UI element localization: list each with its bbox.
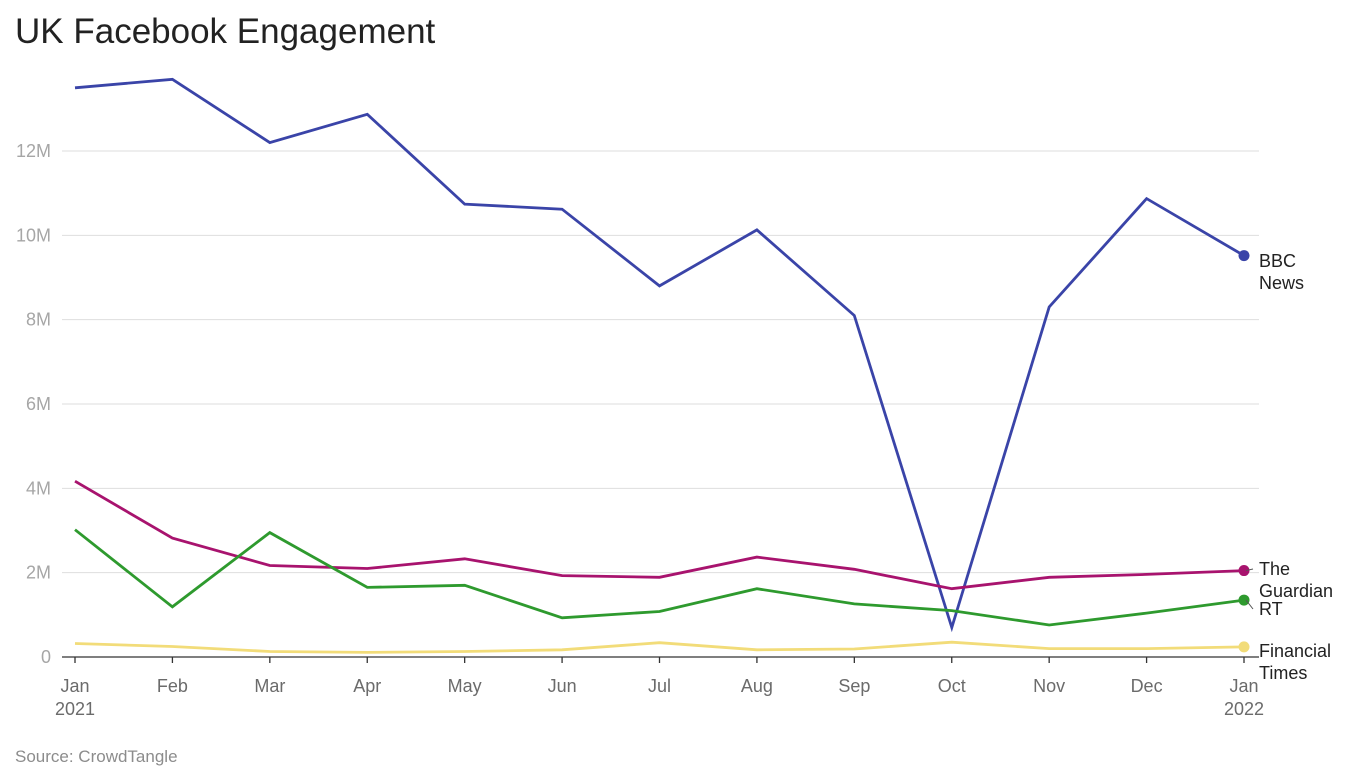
x-tick-label-line: Jun <box>548 676 577 696</box>
x-tick-label: Jan 2021 <box>55 676 95 719</box>
x-tick-label-line: Jan <box>60 676 89 696</box>
series-label-line: Financial <box>1259 641 1331 661</box>
x-tick-label-line: Oct <box>938 676 966 696</box>
label-leader-line <box>1245 599 1254 610</box>
x-tick-label-line: Nov <box>1033 676 1065 696</box>
series-label-line: BBC <box>1259 251 1296 271</box>
series-label-line: RT <box>1259 599 1283 619</box>
y-tick-label: 6M <box>26 394 51 414</box>
x-tick-label: Oct <box>938 676 966 696</box>
x-tick-label: Jun <box>548 676 577 696</box>
series-label-financial-times: Financial Times <box>1259 641 1331 683</box>
y-axis-ticks: 0 2M 4M 6M 8M 10M 12M <box>16 141 51 667</box>
x-tick-label-line: May <box>448 676 482 696</box>
y-tick-label: 2M <box>26 563 51 583</box>
series-lines <box>74 77 1250 654</box>
series-label-rt: RT <box>1259 599 1283 619</box>
y-tick-label: 10M <box>16 225 51 245</box>
y-tick-label: 0 <box>41 647 51 667</box>
x-axis: Jan 2021 Feb Mar Apr May Jun Jul Aug Sep Oct Nov Dec… <box>55 656 1264 719</box>
x-tick-label-line: Sep <box>838 676 870 696</box>
x-tick-label-line: Aug <box>741 676 773 696</box>
source-note: Source: CrowdTangle <box>15 747 178 766</box>
x-tick-label: Nov <box>1033 676 1065 696</box>
x-tick-label: Aug <box>741 676 773 696</box>
x-tick-label-line: 2021 <box>55 699 95 719</box>
series-label-line: News <box>1259 273 1304 293</box>
x-tick-label: Feb <box>157 676 188 696</box>
y-tick-label: 12M <box>16 141 51 161</box>
x-tick-label-line: Mar <box>254 676 285 696</box>
x-tick-label-line: Apr <box>353 676 381 696</box>
x-tick-label: Dec <box>1131 676 1163 696</box>
series-end-marker-bbc-news <box>1238 250 1250 262</box>
x-tick-label-line: Jan <box>1229 676 1258 696</box>
x-tick-label: Jan 2022 <box>1224 676 1264 719</box>
x-tick-label: May <box>448 676 482 696</box>
y-tick-label: 8M <box>26 310 51 330</box>
x-tick-label: Apr <box>353 676 381 696</box>
x-tick-label: Jul <box>648 676 671 696</box>
gridlines <box>62 150 1259 574</box>
x-tick-label-line: Feb <box>157 676 188 696</box>
series-line-bbc-news <box>74 77 1245 633</box>
series-label-line: Times <box>1259 663 1307 683</box>
series-end-marker-the-guardian <box>1238 565 1250 577</box>
series-label-line: Guardian <box>1259 581 1333 601</box>
series-end-marker-rt <box>1238 594 1250 606</box>
x-tick-label: Mar <box>254 676 285 696</box>
series-line-the-guardian <box>74 479 1245 591</box>
x-tick-label-line: Jul <box>648 676 671 696</box>
series-line-rt <box>74 528 1245 627</box>
x-tick-label-line: 2022 <box>1224 699 1264 719</box>
x-tick-label: Sep <box>838 676 870 696</box>
series-line-financial-times <box>74 640 1245 654</box>
y-tick-label: 4M <box>26 478 51 498</box>
series-label-line: The <box>1259 559 1290 579</box>
series-label-bbc-news: BBC News <box>1259 251 1304 293</box>
series-end-marker-financial-times <box>1238 641 1250 653</box>
series-label-the-guardian: The Guardian <box>1259 559 1333 601</box>
label-leader-line <box>1245 568 1254 572</box>
chart-title: UK Facebook Engagement <box>15 12 436 51</box>
x-tick-label-line: Dec <box>1131 676 1163 696</box>
